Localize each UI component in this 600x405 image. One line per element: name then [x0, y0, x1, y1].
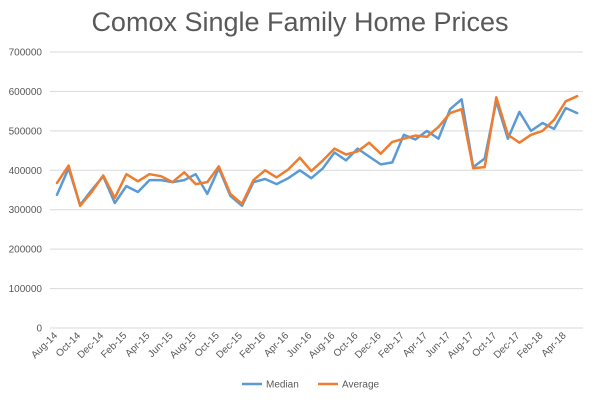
- chart-title: Comox Single Family Home Prices: [91, 7, 508, 37]
- x-tick-label: Feb-16: [238, 330, 268, 360]
- series-lines: [57, 96, 577, 206]
- x-tick-label: Apr-18: [540, 330, 569, 359]
- y-tick-label: 700000: [9, 48, 43, 59]
- y-tick-label: 400000: [9, 166, 43, 177]
- y-tick-label: 300000: [9, 205, 43, 216]
- legend: Median Average: [242, 380, 380, 391]
- y-tick-label: 600000: [9, 87, 43, 98]
- x-tick-label: Feb-18: [515, 330, 545, 360]
- x-tick-label: Aug-15: [168, 330, 199, 361]
- x-axis-tick-labels: Aug-14Oct-14Dec-14Feb-15Apr-15Jun-15Aug-…: [29, 330, 569, 361]
- y-tick-label: 500000: [9, 126, 43, 137]
- y-tick-label: 200000: [9, 245, 43, 256]
- gridlines: [50, 52, 583, 328]
- y-tick-label: 100000: [9, 284, 43, 295]
- legend-label-median: Median: [266, 380, 299, 391]
- series-line-median: [57, 99, 577, 206]
- x-tick-label: Feb-15: [99, 330, 129, 360]
- x-tick-label: Aug-16: [307, 330, 338, 361]
- x-tick-label: Feb-17: [377, 330, 407, 360]
- x-tick-label: Aug-17: [446, 330, 477, 361]
- y-axis-tick-labels: 0 100000 200000 300000 400000 500000 600000 700…: [9, 48, 43, 335]
- legend-label-average: Average: [342, 380, 380, 391]
- y-tick-label: 0: [36, 324, 42, 335]
- x-tick-label: Aug-14: [29, 330, 60, 361]
